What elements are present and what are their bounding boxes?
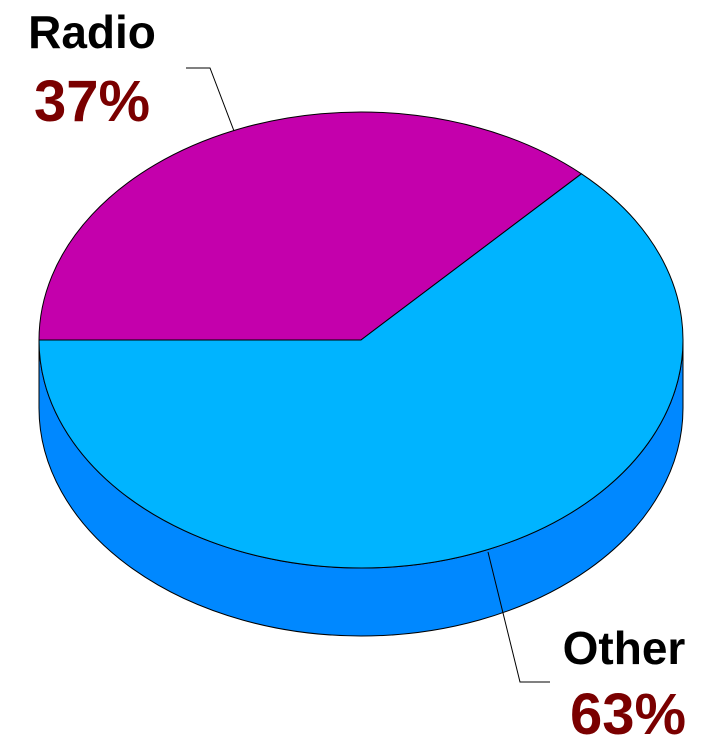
slice-label-radio: Radio xyxy=(28,6,156,58)
slice-label-other: Other xyxy=(563,622,686,674)
leader-line-other xyxy=(487,551,550,683)
pie-top-face xyxy=(38,111,684,569)
pie-slice-radio xyxy=(38,111,583,341)
pie-slice-other xyxy=(38,173,684,569)
slice-value-other: 63% xyxy=(570,682,686,736)
slice-labels: Radio 37% Other 63% xyxy=(28,6,686,736)
leader-line-radio xyxy=(186,67,235,132)
leader-lines xyxy=(186,67,550,683)
slice-value-radio: 37% xyxy=(34,69,150,134)
